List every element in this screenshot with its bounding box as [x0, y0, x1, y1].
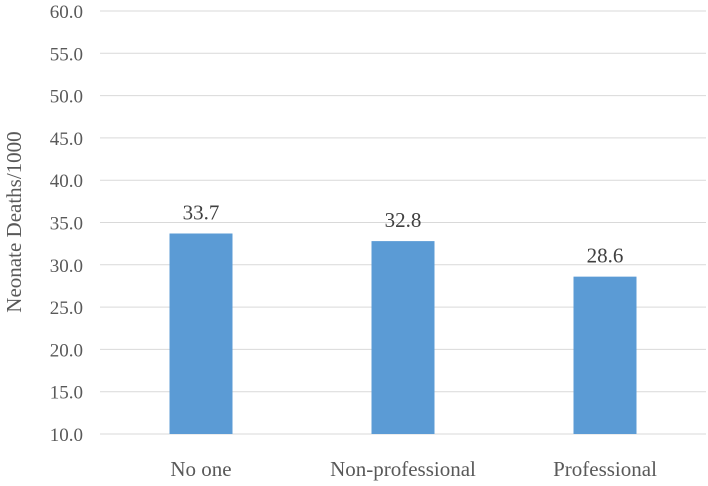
y-tick-label: 25.0 — [50, 298, 83, 319]
bar — [371, 241, 435, 434]
y-tick-label: 45.0 — [50, 129, 83, 150]
bar — [169, 233, 233, 434]
bar — [573, 276, 637, 434]
y-tick-label: 50.0 — [50, 87, 83, 108]
y-axis-ticks: 10.0 15.0 20.0 25.0 30.0 35.0 40.0 45.0 50.0 55.0… — [50, 2, 83, 446]
bars — [169, 233, 637, 434]
y-tick-label: 40.0 — [50, 171, 83, 192]
x-axis-categories: No one Non-professional Professional — [170, 457, 657, 481]
y-tick-label: 35.0 — [50, 214, 83, 235]
x-category-label: No one — [170, 457, 231, 481]
x-category-label: Professional — [553, 457, 657, 481]
y-tick-label: 60.0 — [50, 2, 83, 23]
y-tick-label: 55.0 — [50, 44, 83, 65]
data-label: 33.7 — [183, 200, 220, 224]
y-tick-label: 30.0 — [50, 256, 83, 277]
y-tick-label: 20.0 — [50, 340, 83, 361]
data-label: 32.8 — [385, 208, 422, 232]
data-labels: 33.7 32.8 28.6 — [183, 200, 624, 267]
y-tick-label: 15.0 — [50, 383, 83, 404]
data-label: 28.6 — [587, 244, 624, 268]
x-category-label: Non-professional — [330, 457, 476, 481]
y-tick-label: 10.0 — [50, 425, 83, 446]
y-axis-title: Neonate Deaths/1000 — [2, 131, 26, 312]
